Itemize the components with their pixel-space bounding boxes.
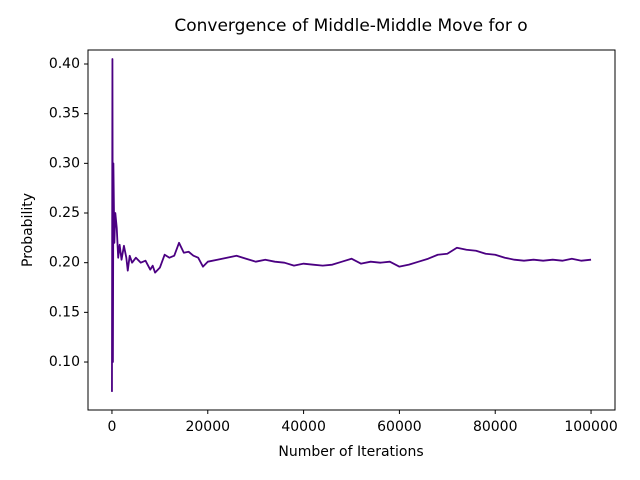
x-tick-label: 0 bbox=[107, 419, 116, 435]
plot-frame bbox=[87, 49, 616, 411]
x-tick-label: 80000 bbox=[473, 419, 518, 435]
x-tick-label: 20000 bbox=[185, 419, 230, 435]
chart-title: Convergence of Middle-Middle Move for o bbox=[174, 16, 527, 36]
data-line bbox=[111, 58, 592, 392]
y-tick-label: 0.25 bbox=[49, 205, 80, 221]
y-tick-label: 0.35 bbox=[49, 106, 80, 122]
y-tick-label: 0.20 bbox=[49, 255, 80, 271]
y-axis-label: Probability bbox=[20, 193, 36, 267]
y-tick-label: 0.40 bbox=[49, 56, 80, 72]
y-tick-label: 0.15 bbox=[49, 304, 80, 320]
y-tick-label: 0.30 bbox=[49, 155, 80, 171]
x-axis-label: Number of Iterations bbox=[278, 444, 423, 460]
y-tick-label: 0.10 bbox=[49, 354, 80, 370]
x-tick-label: 60000 bbox=[377, 419, 422, 435]
x-tick-label: 40000 bbox=[281, 419, 326, 435]
x-tick-label: 100000 bbox=[564, 419, 617, 435]
